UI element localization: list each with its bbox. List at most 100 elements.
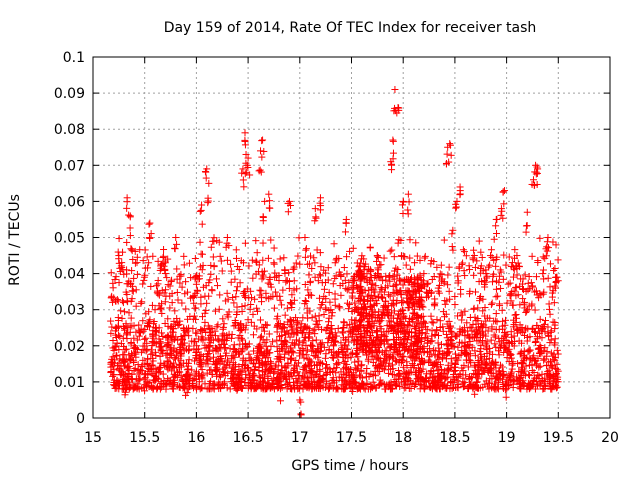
- data-point: [125, 362, 133, 370]
- data-point: [142, 347, 150, 355]
- data-point: [308, 314, 316, 322]
- data-point: [336, 304, 344, 312]
- data-point: [157, 346, 165, 354]
- data-point: [193, 329, 201, 337]
- data-point: [148, 383, 156, 391]
- data-point: [274, 321, 282, 329]
- data-point: [247, 318, 255, 326]
- data-point: [311, 273, 319, 281]
- data-point: [301, 297, 309, 305]
- data-point: [320, 285, 328, 293]
- data-point: [131, 247, 139, 255]
- data-point: [471, 347, 479, 355]
- data-point: [231, 275, 239, 283]
- data-point: [112, 342, 120, 350]
- data-point: [285, 284, 293, 292]
- data-point: [281, 311, 289, 319]
- data-point: [452, 332, 460, 340]
- data-point: [453, 332, 461, 340]
- data-point: [170, 381, 178, 389]
- data-point: [160, 360, 168, 368]
- data-point: [119, 299, 127, 307]
- data-point: [138, 367, 146, 375]
- data-point: [144, 355, 152, 363]
- data-point: [140, 383, 148, 391]
- data-point: [310, 254, 318, 262]
- data-point: [288, 347, 296, 355]
- data-point: [473, 257, 481, 265]
- data-point: [388, 246, 396, 254]
- data-point: [278, 362, 286, 370]
- data-point: [442, 310, 450, 318]
- data-point: [130, 334, 138, 342]
- x-tick-label: 19.5: [543, 430, 574, 446]
- data-point: [399, 363, 407, 371]
- data-point: [424, 289, 432, 297]
- data-point: [295, 234, 303, 242]
- data-point: [332, 256, 340, 264]
- y-tick-label: 0.03: [54, 303, 85, 319]
- data-point: [433, 263, 441, 271]
- data-point: [495, 278, 503, 286]
- data-point: [539, 266, 547, 274]
- data-point: [185, 259, 193, 267]
- data-point: [477, 341, 485, 349]
- data-point: [119, 351, 127, 359]
- data-point: [193, 286, 201, 294]
- data-point: [309, 327, 317, 335]
- data-point: [281, 336, 289, 344]
- data-point: [119, 357, 127, 365]
- data-point: [196, 238, 204, 246]
- data-point: [107, 329, 115, 337]
- data-point: [218, 332, 226, 340]
- data-point: [199, 283, 207, 291]
- data-point: [483, 350, 491, 358]
- data-point: [406, 236, 414, 244]
- data-point: [541, 381, 549, 389]
- data-point: [305, 271, 313, 279]
- data-point: [289, 349, 297, 357]
- data-point: [495, 272, 503, 280]
- data-point: [270, 244, 278, 252]
- data-point: [107, 317, 115, 325]
- data-point: [156, 305, 164, 313]
- data-point: [439, 383, 447, 391]
- data-point: [320, 292, 328, 300]
- data-point: [168, 290, 176, 298]
- data-point: [128, 245, 136, 253]
- data-point: [177, 272, 185, 280]
- data-point: [227, 260, 235, 268]
- data-point: [236, 320, 244, 328]
- data-point: [390, 253, 398, 261]
- data-point: [346, 366, 354, 374]
- data-point: [201, 309, 209, 317]
- data-point: [472, 288, 480, 296]
- x-tick-label: 16.5: [233, 430, 264, 446]
- data-point: [155, 335, 163, 343]
- data-point: [536, 315, 544, 323]
- data-point: [458, 346, 466, 354]
- data-point: [414, 364, 422, 372]
- data-point: [355, 357, 363, 365]
- data-point: [154, 276, 162, 284]
- data-point: [523, 337, 531, 345]
- data-point: [114, 248, 122, 256]
- data-point: [536, 349, 544, 357]
- data-point: [535, 372, 543, 380]
- x-tick-label: 15: [84, 430, 102, 446]
- data-point: [459, 259, 467, 267]
- data-point: [541, 254, 549, 262]
- data-point: [531, 306, 539, 314]
- data-point: [253, 249, 261, 257]
- data-point: [159, 333, 167, 341]
- data-point: [328, 309, 336, 317]
- data-point: [308, 367, 316, 375]
- data-point: [301, 333, 309, 341]
- data-point: [143, 360, 151, 368]
- data-point: [437, 261, 445, 269]
- data-point: [198, 266, 206, 274]
- data-point: [479, 330, 487, 338]
- y-axis-title: ROTI / TECUs: [7, 194, 23, 286]
- data-point: [304, 286, 312, 294]
- data-point: [476, 294, 484, 302]
